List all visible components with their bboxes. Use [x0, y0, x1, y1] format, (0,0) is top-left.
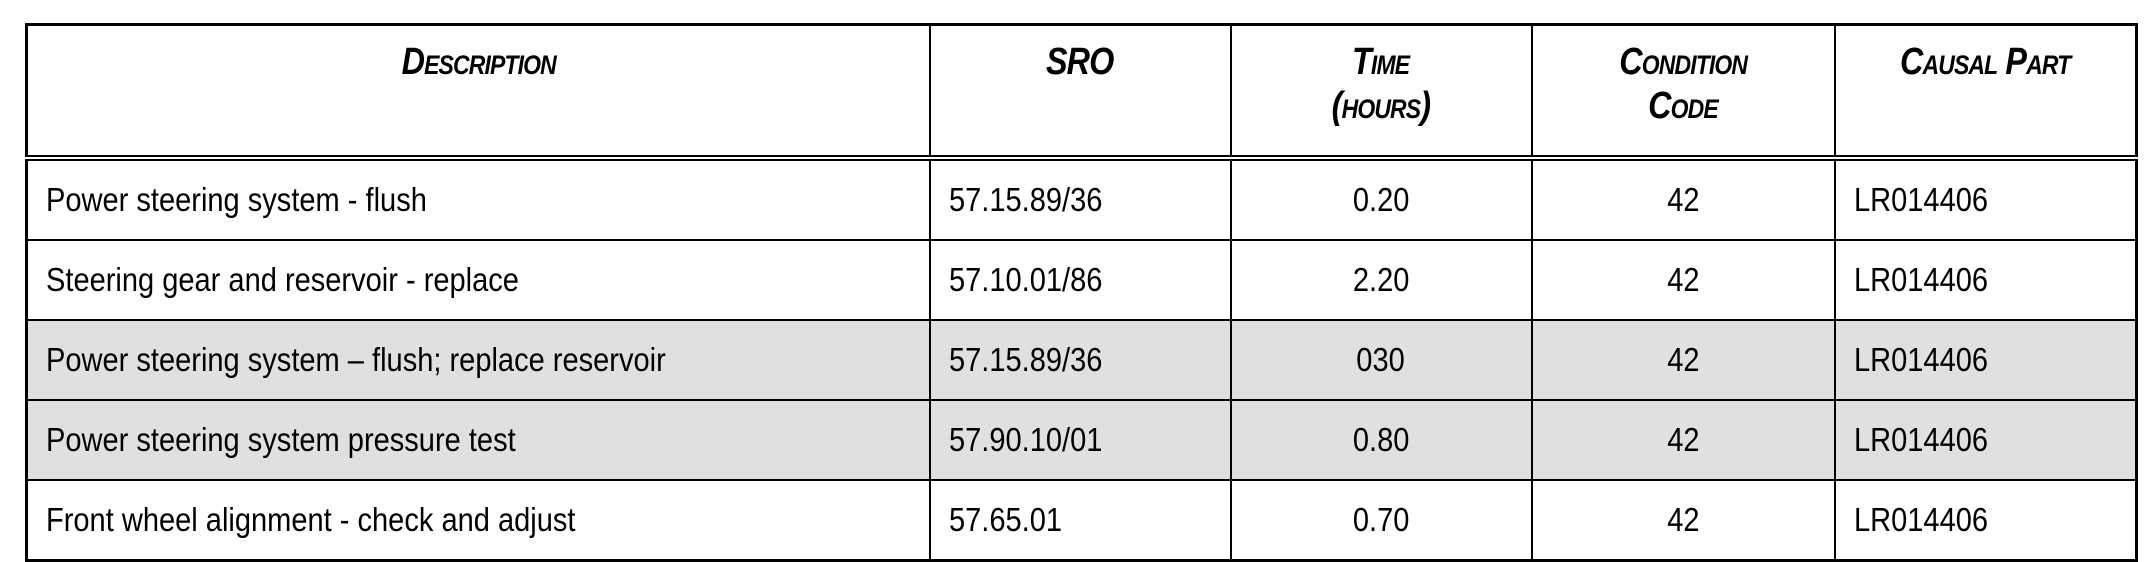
labour-times-table: Description SRO Time (hours) Condition Cod… — [25, 23, 2138, 562]
cell-condition-code-text: 42 — [1666, 501, 1700, 538]
header-description-label: Description — [401, 41, 556, 83]
cell-condition-code: 42 — [1530, 157, 1835, 241]
header-condition-line1: Condition — [1619, 41, 1748, 83]
header-sro-label: SRO — [1046, 41, 1114, 83]
cell-time: 2.20 — [1229, 239, 1532, 321]
header-row: Description SRO Time (hours) Condition Cod… — [26, 24, 2137, 161]
cell-condition-code-text: 42 — [1666, 421, 1700, 458]
cell-description: Power steering system – flush; replace r… — [26, 319, 930, 401]
cell-causal-part: LR014406 — [1833, 319, 2137, 401]
cell-description: Power steering system - flush — [26, 157, 930, 241]
header-time-line1: Time — [1352, 41, 1410, 83]
cell-causal-part-text: LR014406 — [1853, 341, 1988, 378]
cell-causal-part-text: LR014406 — [1853, 421, 1988, 458]
cell-description: Front wheel alignment - check and adjust — [26, 479, 930, 562]
cell-time-text: 2.20 — [1352, 261, 1410, 298]
cell-description-text: Power steering system – flush; replace r… — [46, 341, 666, 378]
cell-time: 030 — [1229, 319, 1532, 401]
table-row: Front wheel alignment - check and adjust… — [26, 479, 2137, 562]
table-row: Power steering system - flush 57.15.89/36… — [26, 157, 2137, 241]
cell-causal-part: LR014406 — [1833, 399, 2137, 481]
header-causal-part-label: Causal Part — [1900, 41, 2071, 83]
cell-description-text: Power steering system pressure test — [46, 421, 516, 458]
cell-time-text: 0.20 — [1352, 181, 1410, 218]
cell-time-text: 030 — [1356, 341, 1406, 378]
cell-condition-code: 42 — [1530, 479, 1835, 562]
cell-condition-code-text: 42 — [1666, 341, 1700, 378]
cell-condition-code: 42 — [1530, 239, 1835, 321]
header-condition-code: Condition Code — [1530, 24, 1835, 161]
header-description: Description — [26, 24, 930, 161]
cell-condition-code: 42 — [1530, 399, 1835, 481]
cell-sro: 57.90.10/01 — [928, 399, 1231, 481]
cell-description-text: Steering gear and reservoir - replace — [46, 261, 519, 298]
cell-sro-text: 57.10.01/86 — [948, 261, 1102, 298]
cell-sro: 57.15.89/36 — [928, 157, 1231, 241]
cell-description-text: Front wheel alignment - check and adjust — [46, 501, 576, 538]
cell-time: 0.20 — [1229, 157, 1532, 241]
cell-description: Power steering system pressure test — [26, 399, 930, 481]
header-sro: SRO — [928, 24, 1231, 161]
cell-time: 0.80 — [1229, 399, 1532, 481]
cell-sro-text: 57.15.89/36 — [948, 181, 1102, 218]
cell-sro: 57.65.01 — [928, 479, 1231, 562]
cell-causal-part-text: LR014406 — [1853, 181, 1988, 218]
cell-causal-part-text: LR014406 — [1853, 501, 1988, 538]
cell-sro: 57.10.01/86 — [928, 239, 1231, 321]
cell-causal-part: LR014406 — [1833, 157, 2137, 241]
cell-time-text: 0.70 — [1352, 501, 1410, 538]
cell-causal-part-text: LR014406 — [1853, 261, 1988, 298]
header-time: Time (hours) — [1229, 24, 1532, 161]
cell-time: 0.70 — [1229, 479, 1532, 562]
table-row: Power steering system pressure test 57.90… — [26, 399, 2137, 481]
cell-sro-text: 57.15.89/36 — [948, 341, 1102, 378]
table-row: Steering gear and reservoir - replace 57.… — [26, 239, 2137, 321]
cell-condition-code: 42 — [1530, 319, 1835, 401]
header-time-line2: (hours) — [1331, 85, 1431, 127]
cell-condition-code-text: 42 — [1666, 181, 1700, 218]
cell-condition-code-text: 42 — [1666, 261, 1700, 298]
cell-causal-part: LR014406 — [1833, 479, 2137, 562]
cell-sro: 57.15.89/36 — [928, 319, 1231, 401]
cell-causal-part: LR014406 — [1833, 239, 2137, 321]
cell-time-text: 0.80 — [1352, 421, 1410, 458]
table-row: Power steering system – flush; replace r… — [26, 319, 2137, 401]
cell-sro-text: 57.90.10/01 — [948, 421, 1102, 458]
cell-description-text: Power steering system - flush — [46, 181, 427, 218]
cell-sro-text: 57.65.01 — [948, 501, 1062, 538]
cell-description: Steering gear and reservoir - replace — [26, 239, 930, 321]
header-condition-line2: Code — [1648, 85, 1719, 127]
header-causal-part: Causal Part — [1833, 24, 2137, 161]
